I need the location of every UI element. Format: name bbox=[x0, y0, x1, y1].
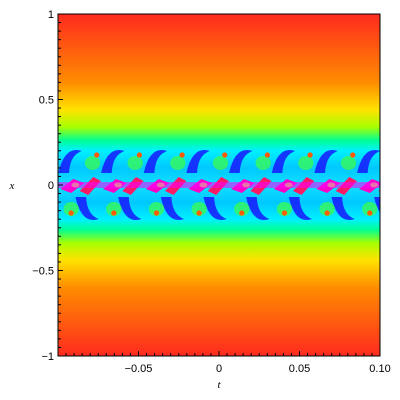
pattern-crescent-upper bbox=[314, 149, 338, 173]
pattern-band bbox=[84, 156, 101, 170]
y-axis-label: x bbox=[9, 180, 15, 192]
pattern-band bbox=[255, 156, 271, 170]
x-tick-label: 0.05 bbox=[289, 363, 310, 375]
pattern-dot bbox=[281, 210, 288, 216]
pattern-band bbox=[191, 202, 207, 216]
pattern-band bbox=[212, 156, 229, 170]
axes: −0.05 0 0.05 0.10 1 0.5 0 −0.5 −1 bbox=[32, 9, 390, 375]
y-tick-label: 0.5 bbox=[39, 95, 54, 107]
pattern-band bbox=[362, 202, 378, 216]
pattern-band bbox=[170, 156, 186, 170]
pattern-crescent-upper bbox=[101, 149, 125, 173]
pattern-crescent-upper bbox=[357, 150, 380, 173]
x-tick-label: 0.10 bbox=[369, 363, 390, 375]
x-tick-label: 0 bbox=[216, 363, 222, 375]
y-tick-label: −1 bbox=[41, 351, 54, 363]
pattern-band bbox=[298, 156, 314, 170]
pattern-ribbon bbox=[58, 182, 380, 188]
pattern-dot bbox=[367, 210, 373, 216]
pattern-band bbox=[127, 156, 143, 170]
pattern-dot bbox=[179, 152, 185, 158]
pattern-band bbox=[276, 202, 293, 216]
x-tick-label: −0.05 bbox=[125, 363, 153, 375]
pattern-dot bbox=[324, 210, 330, 216]
pattern-crescent-lower bbox=[331, 197, 355, 221]
pattern-crescent-upper bbox=[143, 149, 168, 173]
pattern-crescent-upper bbox=[58, 149, 82, 173]
pattern-crescent-upper bbox=[229, 149, 253, 173]
pattern-crescent-lower bbox=[75, 197, 99, 221]
x-axis-label: t bbox=[217, 379, 221, 391]
pattern-dot bbox=[153, 210, 160, 216]
pattern-dot bbox=[94, 152, 100, 158]
y-tick-label: 0 bbox=[48, 180, 54, 192]
pattern-dot bbox=[136, 152, 143, 158]
pattern-crescent-lower bbox=[374, 197, 380, 213]
pattern-crescent-lower bbox=[203, 197, 227, 221]
pattern-dot bbox=[68, 210, 74, 216]
pattern-crescent-upper bbox=[271, 149, 296, 173]
pattern-dot bbox=[393, 152, 398, 157]
pattern-band bbox=[383, 156, 398, 170]
wave-pattern bbox=[58, 149, 398, 221]
y-tick-label: −0.5 bbox=[32, 266, 54, 278]
pattern-band bbox=[106, 202, 122, 216]
pattern-dot bbox=[222, 152, 228, 158]
pattern-dot bbox=[111, 210, 117, 216]
pattern-dot bbox=[264, 152, 271, 158]
pattern-band bbox=[148, 202, 165, 216]
pattern-band bbox=[340, 156, 357, 170]
pattern-band bbox=[63, 202, 79, 216]
pattern-crescent-lower bbox=[118, 197, 142, 221]
pattern-dot bbox=[350, 152, 356, 158]
pattern-crescent-lower bbox=[246, 197, 270, 221]
pattern-dot bbox=[307, 152, 313, 158]
y-tick-label: 1 bbox=[48, 9, 54, 21]
pattern-dot bbox=[196, 210, 202, 216]
pattern-blob bbox=[378, 189, 380, 192]
pattern-band bbox=[319, 202, 335, 216]
pattern-band bbox=[234, 202, 250, 216]
pattern-crescent-lower bbox=[160, 197, 185, 221]
pattern-dot bbox=[239, 210, 245, 216]
pattern-crescent-lower bbox=[288, 197, 313, 221]
pattern-crescent-upper bbox=[186, 149, 210, 173]
